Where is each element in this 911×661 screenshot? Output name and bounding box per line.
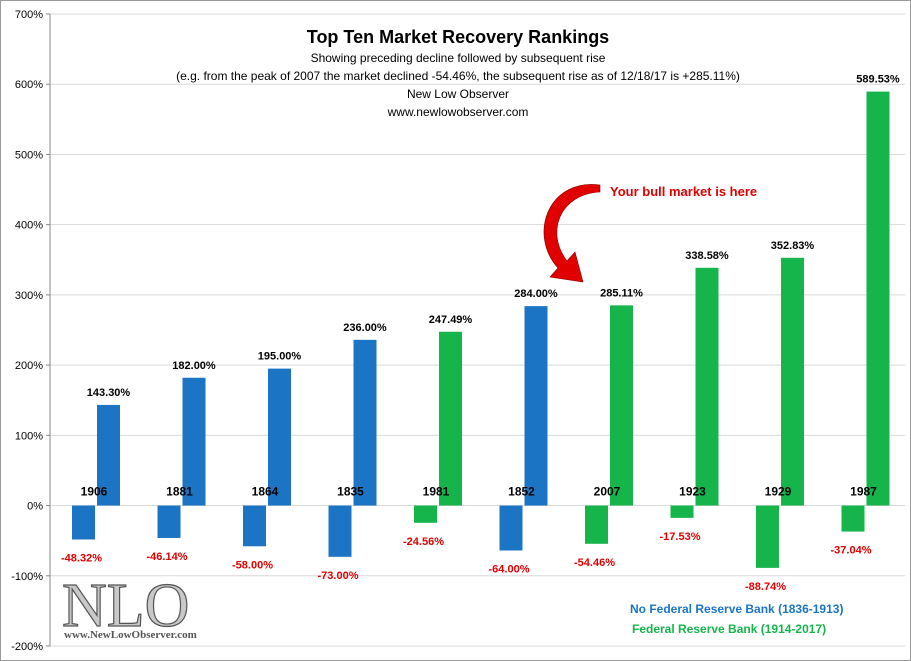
rise-label-2007: 285.11% — [600, 287, 643, 299]
category-label-1981: 1981 — [423, 485, 450, 499]
ytick-label: 600% — [15, 79, 43, 91]
rise-label-1906: 143.30% — [87, 387, 131, 399]
bar-rise-1923 — [695, 267, 719, 506]
category-label-1852: 1852 — [508, 485, 535, 499]
source-name: New Low Observer — [407, 87, 509, 101]
decline-label-1881: -46.14% — [147, 551, 188, 563]
bar-rise-1852 — [524, 306, 548, 506]
bars — [72, 91, 890, 568]
bar-decline-1906 — [72, 505, 95, 540]
ytick-label: -100% — [11, 571, 43, 583]
legend-fed: Federal Reserve Bank (1914-2017) — [632, 622, 826, 636]
chart-title: Top Ten Market Recovery Rankings — [307, 27, 609, 47]
logo-text: NLO — [62, 572, 189, 640]
legend-no-fed: No Federal Reserve Bank (1836-1913) — [630, 602, 843, 616]
rise-label-1929: 352.83% — [771, 240, 815, 252]
category-label-2007: 2007 — [594, 485, 621, 499]
rise-label-1864: 195.00% — [258, 351, 302, 363]
decline-label-1981: -24.56% — [403, 536, 444, 548]
bar-rise-1864 — [268, 368, 291, 506]
bar-decline-1987 — [841, 505, 865, 532]
decline-label-1906: -48.32% — [61, 552, 102, 564]
bar-decline-1923 — [670, 505, 694, 518]
category-label-1881: 1881 — [166, 485, 193, 499]
rise-label-1881: 182.00% — [172, 360, 216, 372]
logo-url: www.NewLowObserver.com — [64, 629, 197, 641]
rise-label-1923: 338.58% — [685, 250, 729, 262]
ytick-label: 100% — [15, 430, 43, 442]
bar-rise-1881 — [182, 377, 206, 506]
decline-label-1923: -17.53% — [660, 531, 701, 543]
bar-rise-1981 — [439, 331, 462, 506]
category-label-1906: 1906 — [81, 485, 108, 499]
bar-rise-1835 — [353, 339, 377, 506]
rise-label-1835: 236.00% — [343, 322, 387, 334]
bar-rise-2007 — [610, 305, 633, 506]
bar-decline-1864 — [243, 505, 266, 547]
decline-label-1929: -88.74% — [745, 581, 786, 593]
bar-decline-1981 — [414, 505, 437, 523]
ytick-label: 700% — [15, 9, 43, 21]
bar-decline-2007 — [585, 505, 608, 544]
decline-label-1852: -64.00% — [489, 563, 530, 575]
decline-label-1987: -37.04% — [831, 545, 872, 557]
decline-label-1835: -73.00% — [318, 570, 359, 582]
decline-label-2007: -54.46% — [574, 557, 615, 569]
nlo-logo: NLO www.NewLowObserver.com — [61, 571, 197, 641]
category-label-1864: 1864 — [252, 485, 279, 499]
rise-label-1987: 589.53% — [856, 74, 900, 86]
ytick-label: 300% — [15, 290, 43, 302]
category-label-1835: 1835 — [337, 485, 364, 499]
rise-label-1981: 247.49% — [429, 314, 473, 326]
source-url: www.newlowobserver.com — [387, 105, 529, 119]
bar-rise-1929 — [781, 257, 804, 506]
bar-rise-1906 — [97, 404, 120, 506]
grid — [50, 13, 905, 647]
y-axis-ticks: -200% -100% 0% 100% 200% 300% 400% 500% 600% 700% — [11, 9, 50, 653]
data-labels: 1906 143.30% -48.32% 1881 182.00% -46.14% 1864… — [61, 74, 900, 593]
rise-label-1852: 284.00% — [514, 288, 558, 300]
decline-label-1864: -58.00% — [232, 559, 273, 571]
ytick-label: 400% — [15, 220, 43, 232]
bar-decline-1929 — [756, 505, 779, 568]
category-label-1929: 1929 — [765, 485, 792, 499]
curved-arrow-icon — [543, 184, 601, 283]
category-label-1923: 1923 — [679, 485, 706, 499]
category-label-1987: 1987 — [850, 485, 877, 499]
ytick-label: -200% — [11, 641, 43, 653]
annotation-text: Your bull market is here — [610, 184, 757, 199]
bar-rise-1987 — [866, 91, 890, 506]
chart-subtitle: Showing preceding decline followed by su… — [311, 51, 606, 65]
bar-decline-1852 — [499, 505, 523, 551]
ytick-label: 200% — [15, 360, 43, 372]
ytick-label: 0% — [27, 501, 43, 513]
bar-decline-1835 — [328, 505, 352, 557]
chart-subtitle-example: (e.g. from the peak of 2007 the market d… — [176, 69, 740, 83]
ytick-label: 500% — [15, 149, 43, 161]
bar-decline-1881 — [157, 505, 181, 538]
